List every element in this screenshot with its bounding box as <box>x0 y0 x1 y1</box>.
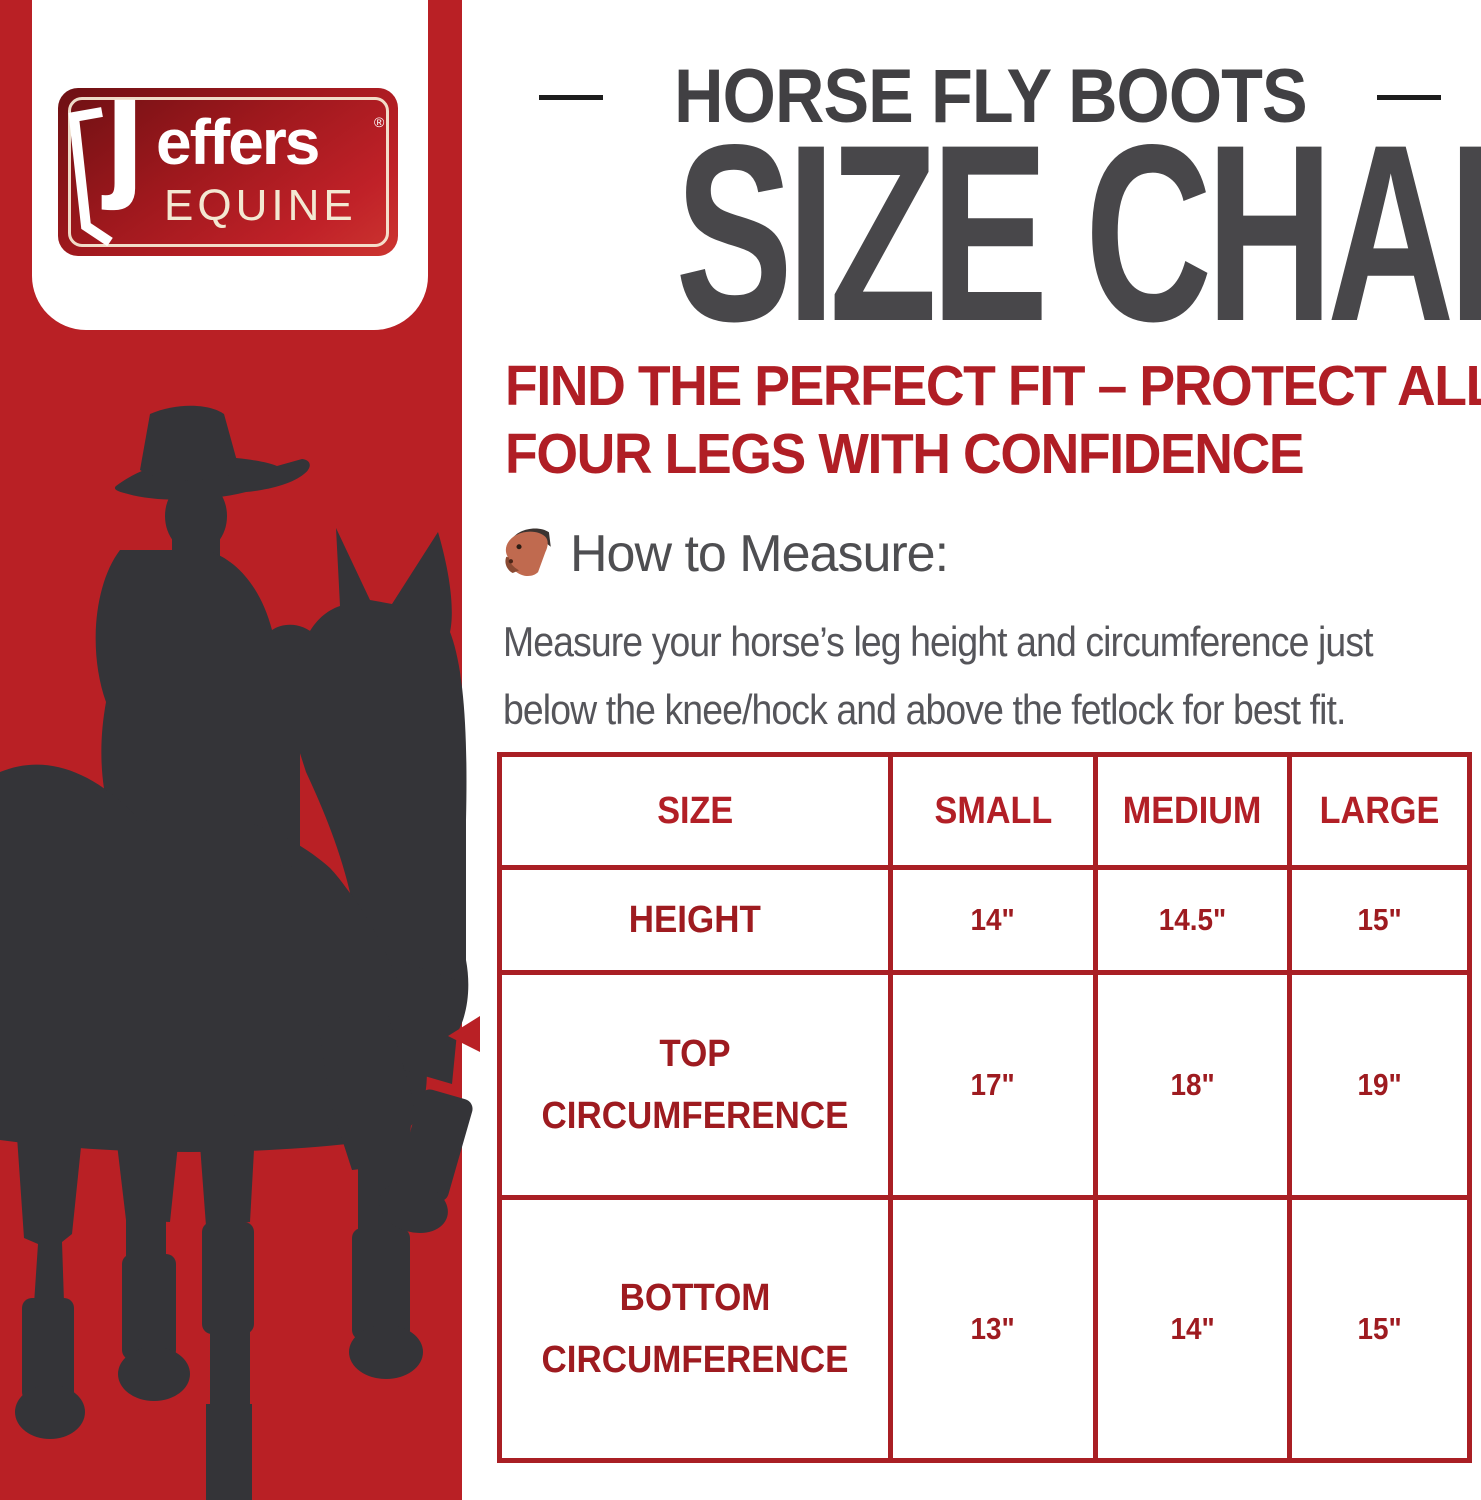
headline: FIND THE PERFECT FIT – PROTECT ALL FOUR … <box>505 352 1481 488</box>
headline-line: FOUR LEGS WITH CONFIDENCE <box>505 422 1305 486</box>
cell-top-circumference-large: 19" <box>1287 970 1472 1200</box>
headline-line: FIND THE PERFECT FIT – PROTECT ALL <box>505 354 1481 418</box>
cell-top-circumference-small: 17" <box>888 970 1098 1200</box>
how-to-measure-label: How to Measure: <box>570 525 949 583</box>
logo-bracket-icon <box>68 107 113 246</box>
cell-height-large: 15" <box>1287 865 1472 975</box>
logo-subbrand: EQUINE <box>164 181 357 230</box>
cell-height-medium: 14.5" <box>1093 865 1292 975</box>
logo-initial: J <box>104 43 146 211</box>
row-label-top-circumference: TOP CIRCUMFERENCE <box>497 970 893 1200</box>
kicker-row: HORSE FLY BOOTS <box>505 55 1475 139</box>
measure-description: Measure your horse’s leg height and circ… <box>503 608 1374 744</box>
cell-bottom-circumference-small: 13" <box>888 1195 1098 1463</box>
logo-card: J effers ® EQUINE <box>32 0 428 330</box>
cell-bottom-circumference-large: 15" <box>1287 1195 1472 1463</box>
how-to-measure-row: How to Measure: <box>500 524 949 584</box>
logo-word: effers <box>156 106 320 178</box>
row-label-height: HEIGHT <box>497 865 893 975</box>
title-dash-right-icon <box>1377 94 1442 100</box>
kicker-title: HORSE FLY BOOTS <box>673 54 1308 139</box>
table-row-bottom-circumference: BOTTOM CIRCUMFERENCE 13" 14" 15" <box>497 1195 1472 1463</box>
description-line: Measure your horse’s leg height and circ… <box>503 618 1374 665</box>
title-dash-left-icon <box>538 94 603 100</box>
cell-bottom-circumference-medium: 14" <box>1093 1195 1292 1463</box>
size-chart-table: SIZE SMALL MEDIUM LARGE HEIGHT 14" 14.5"… <box>497 752 1472 1463</box>
horse-face-icon <box>505 528 551 577</box>
column-header-size: SIZE <box>497 752 893 870</box>
column-header-small: SMALL <box>888 752 1098 870</box>
page-title: SIZE CHART <box>675 93 1481 374</box>
cell-top-circumference-medium: 18" <box>1093 970 1292 1200</box>
description-line: below the knee/hock and above the fetloc… <box>503 686 1346 733</box>
table-row-top-circumference: TOP CIRCUMFERENCE 17" 18" 19" <box>497 970 1472 1200</box>
brand-panel: J effers ® EQUINE <box>0 0 480 1500</box>
jeffers-logo: J effers ® EQUINE <box>58 52 398 256</box>
row-label-bottom-circumference: BOTTOM CIRCUMFERENCE <box>497 1195 893 1463</box>
cell-height-small: 14" <box>888 865 1098 975</box>
table-row-height: HEIGHT 14" 14.5" 15" <box>497 865 1472 975</box>
column-header-large: LARGE <box>1287 752 1472 870</box>
registered-mark: ® <box>374 114 385 130</box>
table-header-row: SIZE SMALL MEDIUM LARGE <box>497 752 1472 870</box>
column-header-medium: MEDIUM <box>1093 752 1292 870</box>
cowboy-on-horse-silhouette <box>0 405 480 1500</box>
